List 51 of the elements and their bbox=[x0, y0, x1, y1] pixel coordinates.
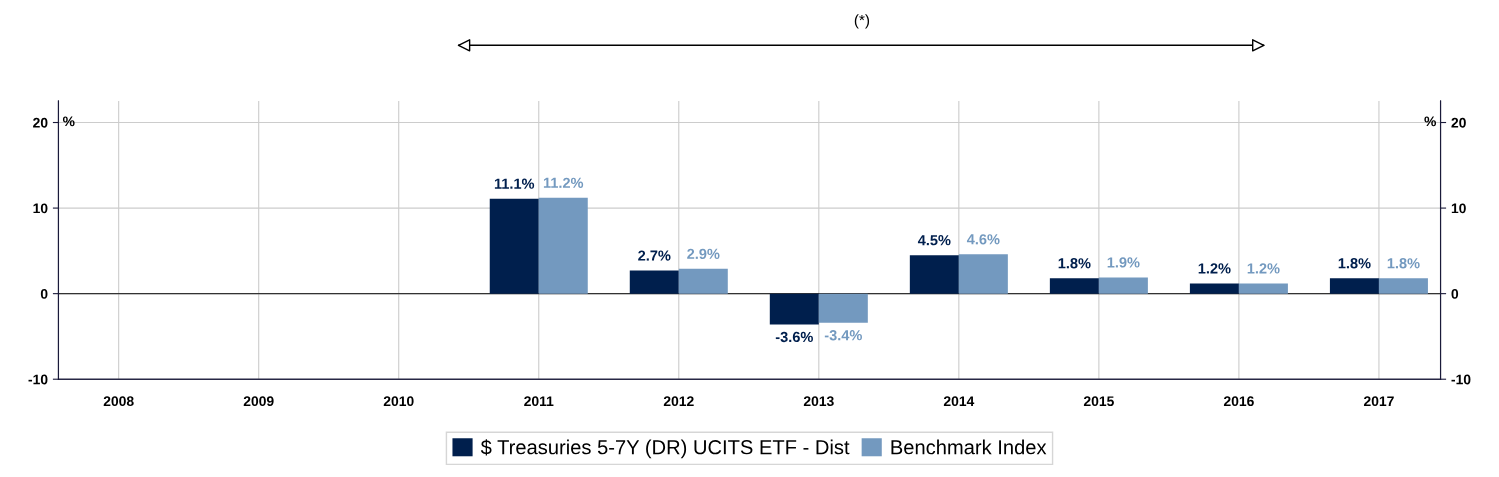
data-label: 11.1% bbox=[494, 178, 535, 189]
data-label: -3.4% bbox=[824, 330, 862, 341]
bar bbox=[958, 254, 1008, 294]
y-tick-label: 0 bbox=[40, 288, 48, 299]
data-label: 1.8% bbox=[1387, 258, 1420, 269]
x-tick-label: 2016 bbox=[1223, 396, 1254, 407]
data-label: 11.2% bbox=[543, 177, 584, 188]
legend-label: Benchmark Index bbox=[891, 439, 1047, 455]
data-label: -3.6% bbox=[775, 331, 813, 343]
y-tick-label: 20 bbox=[33, 117, 48, 128]
bar bbox=[1238, 283, 1288, 294]
bar bbox=[1329, 278, 1379, 294]
x-tick-label: 2009 bbox=[243, 396, 274, 407]
data-label: 1.9% bbox=[1107, 257, 1140, 268]
x-tick-label: 2012 bbox=[663, 396, 694, 407]
data-label: 4.5% bbox=[917, 235, 951, 246]
bar bbox=[1189, 283, 1239, 294]
data-label: 2.7% bbox=[638, 250, 671, 261]
y2-tick-label: 10 bbox=[1451, 203, 1466, 214]
bar bbox=[1378, 278, 1428, 294]
bar bbox=[538, 197, 588, 294]
y-axis-title: % bbox=[62, 116, 75, 127]
bar bbox=[769, 293, 819, 325]
x-tick-label: 2017 bbox=[1363, 396, 1394, 407]
x-tick-label: 2008 bbox=[103, 396, 134, 407]
y2-tick-label: 0 bbox=[1451, 288, 1459, 299]
x-tick-label: 2015 bbox=[1083, 396, 1114, 407]
text: (*) bbox=[854, 14, 870, 29]
data-label: 1.8% bbox=[1338, 258, 1371, 269]
bar bbox=[818, 293, 868, 323]
x-tick-label: 2013 bbox=[803, 396, 834, 407]
data-label: 1.8% bbox=[1058, 258, 1091, 269]
bar bbox=[489, 198, 539, 294]
data-label: 1.2% bbox=[1198, 263, 1231, 274]
bar bbox=[1098, 277, 1148, 294]
bar bbox=[909, 255, 959, 294]
bar bbox=[1049, 278, 1099, 294]
bar bbox=[629, 270, 679, 294]
x-tick-label: 2014 bbox=[943, 396, 975, 407]
data-label: 4.6% bbox=[966, 234, 1000, 245]
data-label: 2.9% bbox=[687, 248, 720, 260]
y2-tick-label: 20 bbox=[1451, 117, 1466, 128]
x-tick-label: 2010 bbox=[383, 396, 414, 407]
legend-label: $ Treasuries 5-7Y (DR) UCITS ETF - Dist bbox=[480, 439, 850, 459]
x-tick-label: 2011 bbox=[524, 396, 554, 407]
data-label: 1.2% bbox=[1247, 263, 1280, 274]
y-tick-label: -10 bbox=[28, 374, 48, 385]
y2-axis-title: % bbox=[1424, 116, 1437, 127]
bar bbox=[678, 268, 728, 294]
y-tick-label: 10 bbox=[33, 203, 48, 214]
y2-tick-label: -10 bbox=[1451, 374, 1471, 385]
